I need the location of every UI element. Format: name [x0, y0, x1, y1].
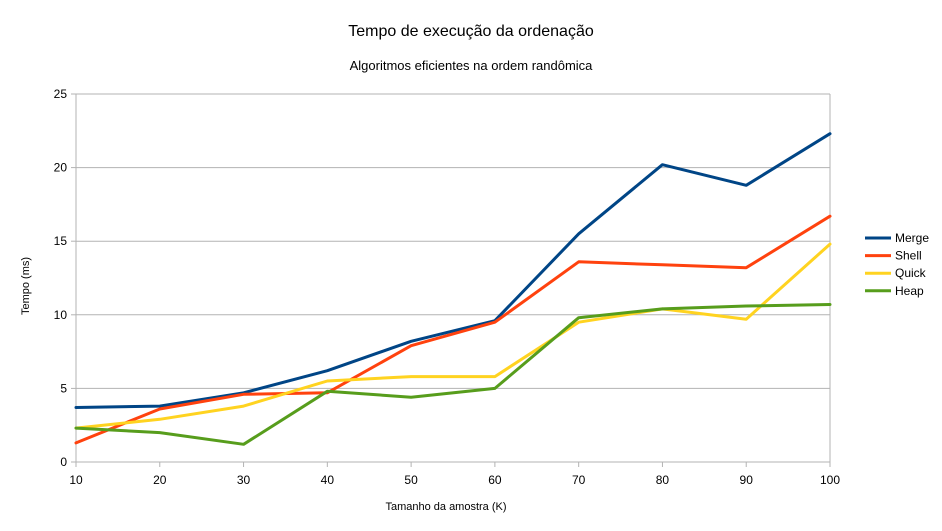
legend-label-quick: Quick	[895, 266, 927, 280]
x-tick-label: 60	[488, 473, 502, 487]
chart-title: Tempo de execução da ordenação	[348, 23, 594, 40]
y-tick-label: 0	[60, 455, 67, 469]
x-tick-label: 80	[656, 473, 670, 487]
chart-subtitle: Algoritmos eficientes na ordem randômica	[350, 58, 594, 73]
legend: Merge Shell Quick Heap	[865, 231, 929, 298]
y-tick-label: 15	[54, 234, 68, 248]
y-tick-label: 20	[54, 161, 68, 175]
tick-labels: 0 5 10 15 20 25 10 20 30 40 50 60 70 80 90 100	[54, 87, 841, 487]
x-tick-label: 30	[237, 473, 251, 487]
legend-label-merge: Merge	[895, 231, 929, 245]
y-tick-label: 25	[54, 87, 68, 101]
legend-label-shell: Shell	[895, 249, 922, 263]
series-line-quick	[74, 242, 832, 430]
y-axis-label: Tempo (ms)	[20, 257, 32, 315]
series-line-merge	[74, 132, 832, 409]
x-tick-label: 90	[740, 473, 754, 487]
x-tick-label: 70	[572, 473, 586, 487]
x-tick-label: 40	[321, 473, 335, 487]
x-tick-label: 20	[153, 473, 167, 487]
gridlines	[76, 93, 830, 389]
x-tick-label: 10	[69, 473, 83, 487]
y-tick-label: 10	[54, 308, 68, 322]
x-tick-label: 100	[820, 473, 840, 487]
axes	[71, 93, 831, 467]
legend-label-heap: Heap	[895, 284, 924, 298]
x-axis-label: Tamanho da amostra (K)	[385, 501, 506, 513]
x-tick-label: 50	[404, 473, 418, 487]
y-tick-label: 5	[60, 381, 67, 395]
series-lines	[74, 132, 832, 446]
series-line-heap	[74, 303, 832, 446]
series-line-shell	[74, 214, 832, 445]
